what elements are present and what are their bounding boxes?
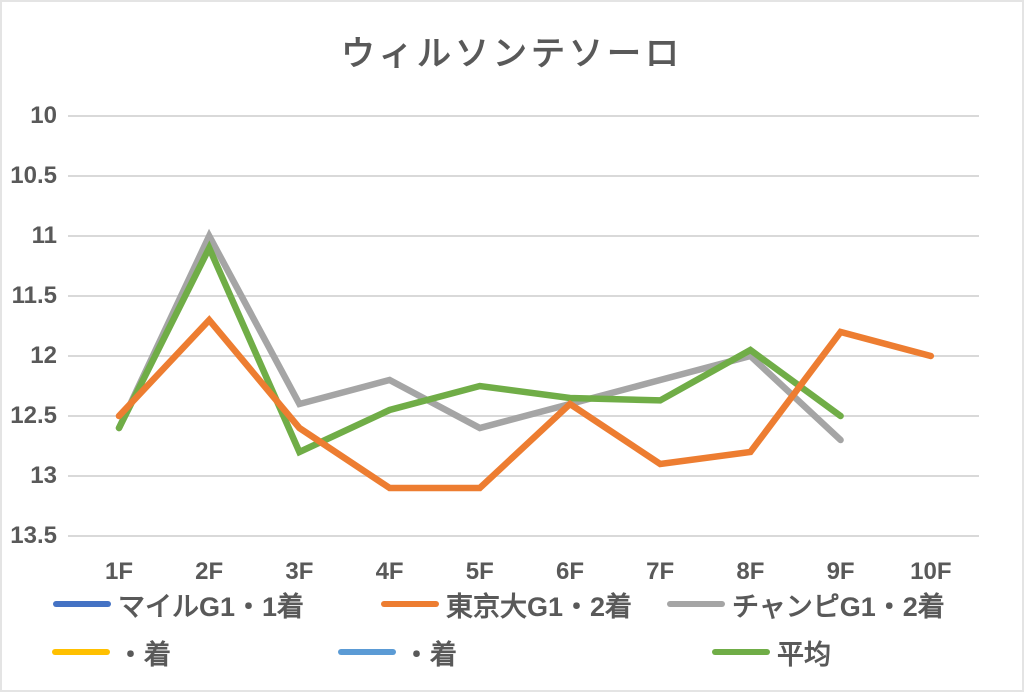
x-tick-label: 4F: [375, 558, 404, 585]
legend-label: ・着: [117, 639, 171, 670]
x-tick-label: 8F: [736, 558, 765, 585]
legend-label: マイルG1・1着: [118, 591, 305, 622]
x-tick-label: 9F: [826, 558, 855, 585]
x-tick-label: 10F: [910, 558, 952, 585]
x-tick-label: 5F: [465, 558, 494, 585]
chart-title: ウィルソンテソーロ: [341, 35, 683, 73]
legend-item-mile-g1-1st: マイルG1・1着: [53, 589, 304, 622]
legend-label: チャンピG1・2着: [732, 591, 945, 622]
x-tick-label: 2F: [195, 558, 224, 585]
legend-swatch-yellow: [52, 648, 110, 656]
legend-label: 東京大G1・2着: [446, 591, 633, 622]
legend-label: ・着: [403, 639, 457, 670]
legend-swatch-green: [712, 648, 770, 656]
series-line-5: [115, 240, 844, 457]
series-line-1: [115, 315, 935, 492]
y-tick-label: 12: [30, 342, 57, 369]
y-tick-label: 13.5: [10, 522, 57, 549]
y-tick-label: 11: [31, 222, 57, 249]
y-tick-label: 12.5: [10, 402, 57, 429]
legend-item-place-lightblue: ・着: [338, 637, 457, 670]
x-tick-label: 6F: [555, 558, 585, 585]
legend-swatch-blue: [53, 600, 111, 608]
y-tick-label: 11.5: [11, 282, 57, 309]
legend-swatch-lightblue: [338, 648, 396, 656]
legend-item-place-yellow: ・着: [52, 637, 171, 670]
legend-item-champ-g1-2nd: チャンピG1・2着: [667, 589, 945, 622]
x-tick-label: 3F: [285, 558, 314, 585]
legend-item-tokyo-dai-g1-2nd: 東京大G1・2着: [381, 589, 632, 622]
legend-swatch-orange: [381, 600, 439, 608]
y-tick-label: 13: [30, 462, 57, 489]
y-tick-label: 10: [30, 102, 57, 129]
x-tick-label: 7F: [646, 558, 675, 585]
x-tick-label: 1F: [104, 558, 134, 585]
legend-swatch-gray: [667, 600, 725, 608]
legend-item-average: 平均: [712, 637, 831, 670]
y-tick-label: 10.5: [10, 162, 57, 189]
legend-label: 平均: [777, 639, 831, 670]
